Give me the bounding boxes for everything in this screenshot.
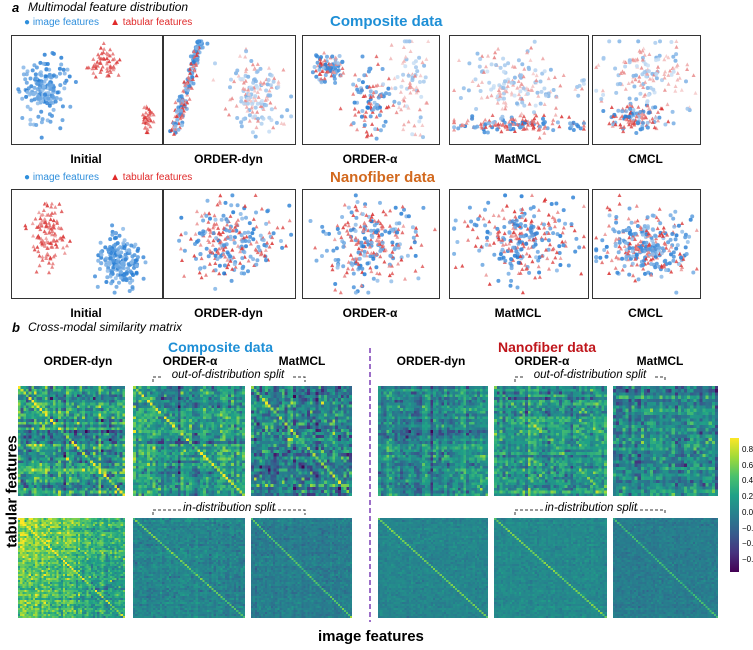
scatter-plot-nanofiber-2 <box>163 189 296 299</box>
scatter-plot-composite-5 <box>592 35 701 145</box>
similarity-matrix-12 <box>613 518 718 618</box>
panel-b-title: Cross-modal similarity matrix <box>28 320 182 334</box>
method-label-nanofiber-2: ORDER-dyn <box>163 306 294 320</box>
legend-image-label: image features <box>33 172 99 183</box>
scatter-plot-composite-4 <box>449 35 589 145</box>
right-dataset-title: Nanofiber data <box>498 339 596 355</box>
colorbar-tick-label: −0.2 <box>742 524 753 533</box>
method-label-composite-4: MatMCL <box>449 152 587 166</box>
left-col1-header: ORDER-dyn <box>38 354 118 368</box>
similarity-matrix-9 <box>251 518 352 618</box>
legend-row1: ● image features ▲ tabular features <box>24 17 192 28</box>
left-col3-header: MatMCL <box>262 354 342 368</box>
legend-row2: ● image features ▲ tabular features <box>24 172 192 183</box>
method-label-composite-3: ORDER-α <box>302 152 438 166</box>
scatter-plot-nanofiber-4 <box>449 189 589 299</box>
colorbar-tick-label: 0.2 <box>742 492 753 501</box>
colorbar-tick-label: 0.4 <box>742 476 753 485</box>
similarity-matrix-6 <box>613 386 718 496</box>
method-label-nanofiber-4: MatMCL <box>449 306 587 320</box>
x-axis-label: image features <box>318 628 424 645</box>
scatter-plot-nanofiber-3 <box>302 189 440 299</box>
colorbar-tick-label: 0.8 <box>742 445 753 454</box>
right-col1-header: ORDER-dyn <box>386 354 476 368</box>
similarity-matrix-2 <box>133 386 245 496</box>
legend-tabular-label: tabular features <box>123 17 193 28</box>
left-col2-header: ORDER-α <box>150 354 230 368</box>
similarity-matrix-5 <box>494 386 607 496</box>
method-label-composite-5: CMCL <box>592 152 699 166</box>
similarity-matrix-8 <box>133 518 245 618</box>
method-label-nanofiber-1: Initial <box>11 306 161 320</box>
id-split-label-left: in-distribution split <box>183 502 275 514</box>
scatter-plot-composite-3 <box>302 35 440 145</box>
id-split-label-right: in-distribution split <box>545 502 637 514</box>
triangle-icon: ▲ <box>110 17 120 28</box>
ood-split-label-left: out-of-distribution split <box>163 369 293 381</box>
similarity-matrix-4 <box>378 386 488 496</box>
row1-dataset-title: Composite data <box>330 13 443 30</box>
similarity-matrix-3 <box>251 386 352 496</box>
legend-tabular-label: tabular features <box>123 172 193 183</box>
colorbar-tick-label: 0.6 <box>742 461 753 470</box>
legend-image-label: image features <box>33 17 99 28</box>
method-label-nanofiber-5: CMCL <box>592 306 699 320</box>
left-dataset-title: Composite data <box>168 339 273 355</box>
y-axis-label: tabular features <box>4 427 21 557</box>
colorbar-tick-label: 0.0 <box>742 508 753 517</box>
circle-icon: ● <box>24 17 30 28</box>
method-label-composite-1: Initial <box>11 152 161 166</box>
row2-dataset-title: Nanofiber data <box>330 169 435 186</box>
similarity-matrix-7 <box>18 518 125 618</box>
panel-b-letter: b <box>12 320 20 335</box>
colorbar <box>730 438 739 572</box>
triangle-icon: ▲ <box>110 172 120 183</box>
panel-a-title: Multimodal feature distribution <box>28 0 188 14</box>
colorbar-tick-label: −0.4 <box>742 539 753 548</box>
scatter-plot-composite-2 <box>163 35 296 145</box>
right-col3-header: MatMCL <box>620 354 700 368</box>
scatter-plot-nanofiber-1 <box>11 189 163 299</box>
method-label-composite-2: ORDER-dyn <box>163 152 294 166</box>
colorbar-tick-label: −0.6 <box>742 555 753 564</box>
scatter-plot-composite-1 <box>11 35 163 145</box>
circle-icon: ● <box>24 172 30 183</box>
method-label-nanofiber-3: ORDER-α <box>302 306 438 320</box>
similarity-matrix-10 <box>378 518 488 618</box>
right-col2-header: ORDER-α <box>502 354 582 368</box>
panel-a-letter: a <box>12 0 19 15</box>
similarity-matrix-1 <box>18 386 125 496</box>
scatter-plot-nanofiber-5 <box>592 189 701 299</box>
ood-split-label-right: out-of-distribution split <box>525 369 655 381</box>
similarity-matrix-11 <box>494 518 607 618</box>
